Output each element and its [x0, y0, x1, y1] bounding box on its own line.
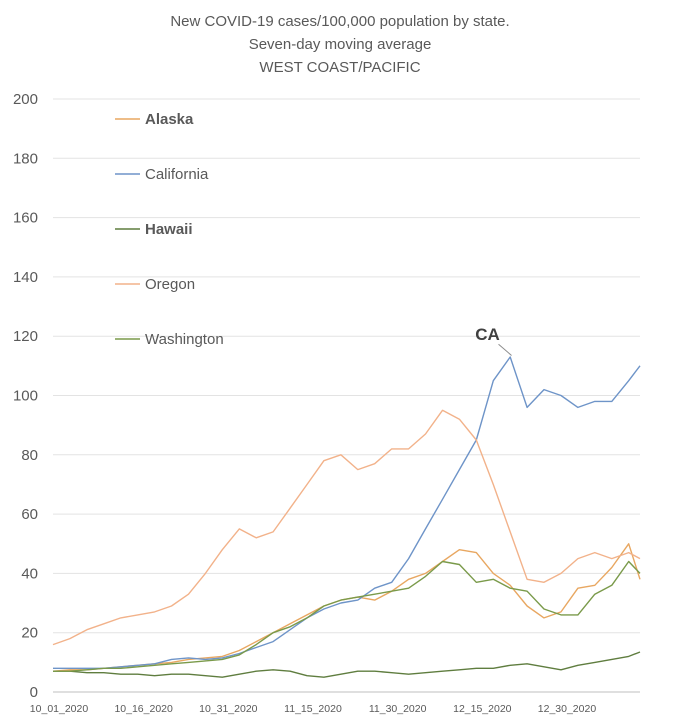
y-tick-label: 120	[13, 328, 38, 345]
series-line-california	[53, 356, 641, 669]
chart-title-line-3: WEST COAST/PACIFIC	[259, 59, 420, 76]
chart-title-line-1: New COVID-19 cases/100,000 population by…	[170, 13, 509, 30]
y-tick-label: 0	[30, 684, 38, 701]
x-tick-label: 10_01_2020	[30, 703, 89, 715]
legend-label-washington: Washington	[145, 331, 224, 348]
x-tick-label: 12_15_2020	[453, 703, 512, 715]
y-tick-label: 160	[13, 210, 38, 227]
series-line-alaska	[52, 543, 641, 672]
series-line-washington	[53, 560, 641, 672]
series-line-oregon	[52, 409, 641, 646]
y-tick-label: 100	[13, 388, 38, 405]
gridlines	[53, 98, 640, 634]
x-tick-label: 10_31_2020	[199, 703, 258, 715]
annotations: CA	[475, 325, 512, 356]
series-lines	[52, 356, 641, 678]
y-tick-label: 60	[21, 506, 38, 523]
y-tick-label: 140	[13, 269, 38, 286]
y-tick-label: 180	[13, 150, 38, 167]
legend-label-alaska: Alaska	[145, 111, 194, 128]
y-axis-ticks: 0 20 40 60 80 100 120 140 160 180 200	[13, 91, 38, 701]
x-tick-label: 12_30_2020	[538, 703, 597, 715]
legend-label-hawaii: Hawaii	[145, 221, 193, 238]
series-line-hawaii	[53, 651, 641, 678]
legend-label-california: California	[145, 166, 209, 183]
x-axis-ticks: 10_01_2020 10_16_2020 10_31_2020 11_15_2020…	[30, 703, 597, 715]
annotation-leader-line	[498, 343, 512, 356]
x-tick-label: 11_30_2020	[369, 703, 427, 715]
legend: Alaska California Hawaii Oregon Washington	[115, 111, 224, 348]
chart-title: New COVID-19 cases/100,000 population by…	[170, 13, 509, 76]
chart-title-line-2: Seven-day moving average	[249, 36, 432, 53]
legend-label-oregon: Oregon	[145, 276, 195, 293]
x-tick-label: 10_16_2020	[114, 703, 173, 715]
annotation-label: CA	[475, 325, 500, 344]
y-tick-label: 40	[21, 565, 38, 582]
x-tick-label: 11_15_2020	[284, 703, 342, 715]
y-tick-label: 80	[21, 447, 38, 464]
y-tick-label: 20	[21, 625, 38, 642]
y-tick-label: 200	[13, 91, 38, 108]
